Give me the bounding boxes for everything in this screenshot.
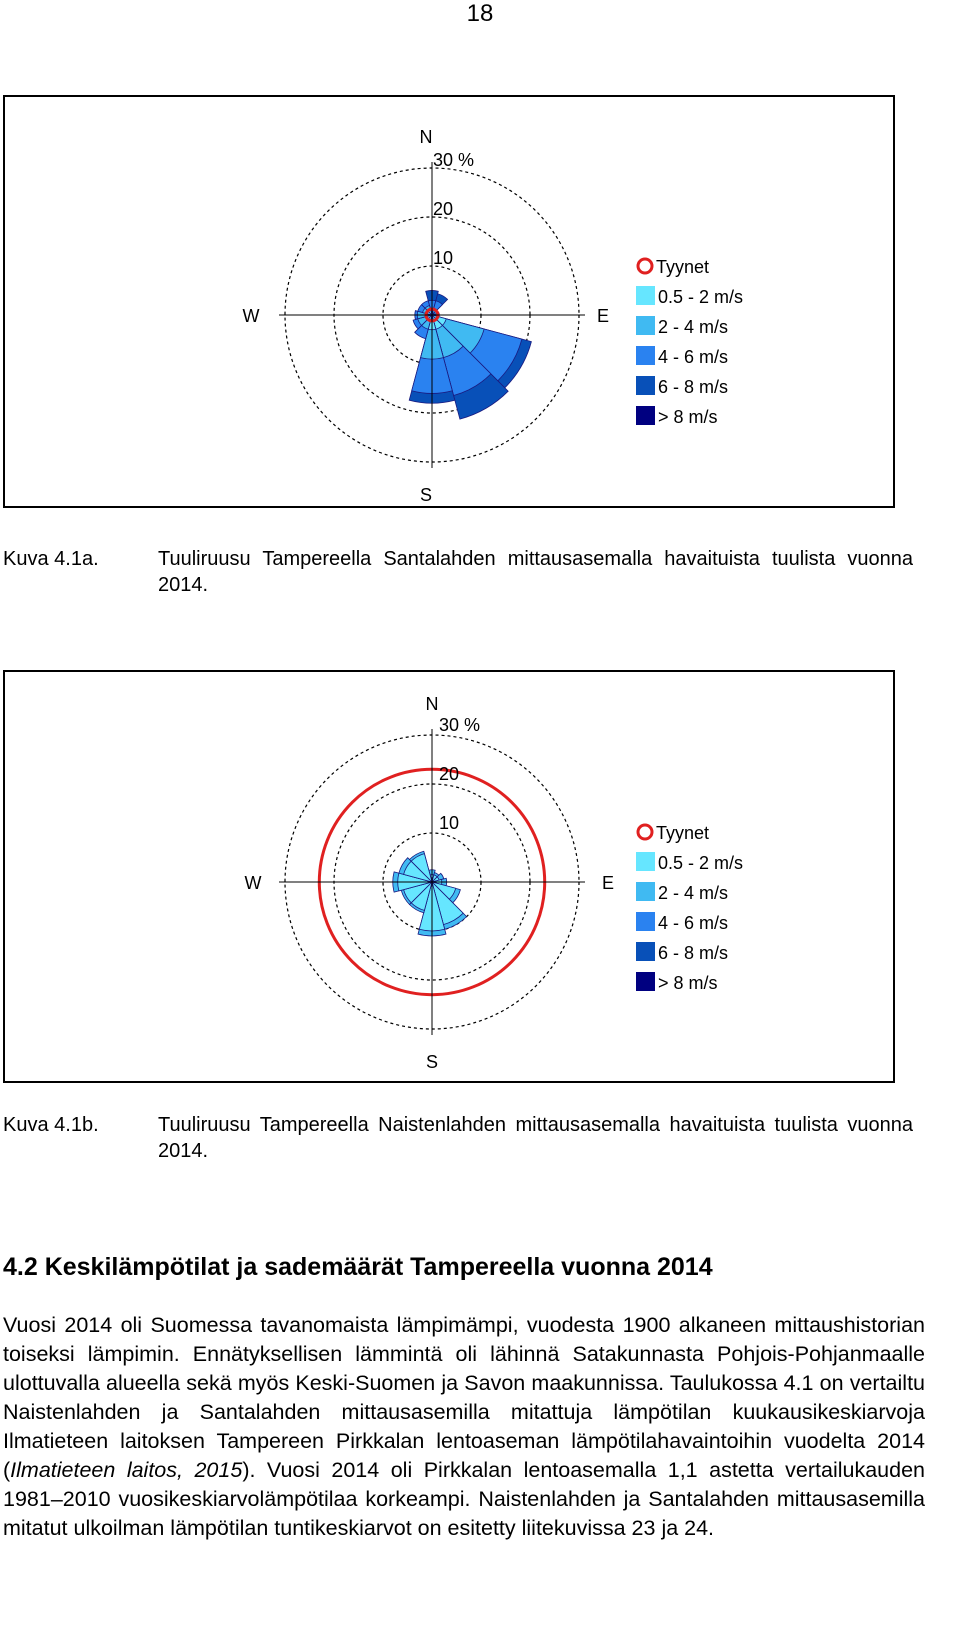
legend-label-2: 2 - 4 m/s [658,883,728,903]
paragraph-part-2: ). Vuosi 2014 oli Pirkkalan lentoasemall… [3,1458,925,1540]
west-label: W [245,873,262,893]
legend-label-3: 4 - 6 m/s [658,913,728,933]
section-heading: 4.2 Keskilämpötilat ja sademäärät Tamper… [3,1253,713,1281]
legend-swatch-3 [636,912,655,931]
legend-calm-label: Tyynet [656,257,709,277]
legend-swatch-4 [636,942,655,961]
legend: Tyynet 0.5 - 2 m/s 2 - 4 m/s 4 - 6 m/s 6… [636,257,743,427]
legend-label-5: > 8 m/s [658,973,718,993]
legend-swatch-2 [636,882,655,901]
legend-swatch-3 [636,346,655,365]
figure-caption-a: Kuva 4.1a. Tuuliruusu Tampereella Santal… [3,546,913,598]
rose-group [279,162,585,468]
east-label: E [597,306,609,326]
caption-text: Tuuliruusu Tampereella Naistenlahden mit… [158,1114,913,1162]
legend-label-5: > 8 m/s [658,407,718,427]
ring-label-30: 30 % [433,150,474,170]
legend-label-4: 6 - 8 m/s [658,943,728,963]
legend-label-1: 0.5 - 2 m/s [658,287,743,307]
legend-label-3: 4 - 6 m/s [658,347,728,367]
caption-text: Tuuliruusu Tampereella Santalahden mitta… [158,548,913,596]
wind-rose-figure-santalahti: N S E W 10 20 30 % Tyynet 0.5 - 2 m/s 2 … [3,95,895,508]
legend-swatch-5 [636,406,655,425]
body-paragraph: Vuosi 2014 oli Suomessa tavanomaista läm… [3,1311,925,1543]
legend-calm-swatch [636,257,654,275]
legend-swatch-1 [636,286,655,305]
axis-labels: N S E W 10 20 30 % [245,694,615,1072]
wind-rose-chart: N S E W 10 20 30 % Tyynet 0.5 - 2 m/s 2 … [245,694,744,1072]
figure-caption-b: Kuva 4.1b. Tuuliruusu Tampereella Naiste… [3,1112,913,1164]
wind-rose-chart: N S E W 10 20 30 % Tyynet 0.5 - 2 m/s 2 … [243,127,744,505]
legend-swatch-4 [636,376,655,395]
axis-labels: N S E W 10 20 30 % [243,127,610,505]
legend-swatch-5 [636,972,655,991]
caption-label: Kuva 4.1a. [3,548,99,570]
north-label: N [420,127,433,147]
ring-label-10: 10 [433,248,453,268]
ring-label-30: 30 % [439,715,480,735]
legend-calm-label: Tyynet [656,823,709,843]
sector-330-band-1 [410,853,433,884]
east-label: E [602,873,614,893]
legend: Tyynet 0.5 - 2 m/s 2 - 4 m/s 4 - 6 m/s 6… [636,823,743,993]
legend-label-2: 2 - 4 m/s [658,317,728,337]
page-number: 18 [466,0,494,27]
west-label: W [243,306,260,326]
rose-group [279,729,585,1035]
ring-label-10: 10 [439,813,459,833]
legend-calm-swatch [636,823,654,841]
wind-rose-figure-naistenlahti: N S E W 10 20 30 % Tyynet 0.5 - 2 m/s 2 … [3,670,895,1083]
ring-label-20: 20 [433,199,453,219]
legend-label-1: 0.5 - 2 m/s [658,853,743,873]
legend-swatch-1 [636,852,655,871]
citation: Ilmatieteen laitos, 2015 [10,1458,243,1482]
legend-label-4: 6 - 8 m/s [658,377,728,397]
north-label: N [426,694,439,714]
ring-label-20: 20 [439,764,459,784]
south-label: S [426,1052,438,1072]
paragraph-part-1: Vuosi 2014 oli Suomessa tavanomaista läm… [3,1313,925,1482]
south-label: S [420,485,432,505]
caption-label: Kuva 4.1b. [3,1114,99,1136]
legend-swatch-2 [636,316,655,335]
